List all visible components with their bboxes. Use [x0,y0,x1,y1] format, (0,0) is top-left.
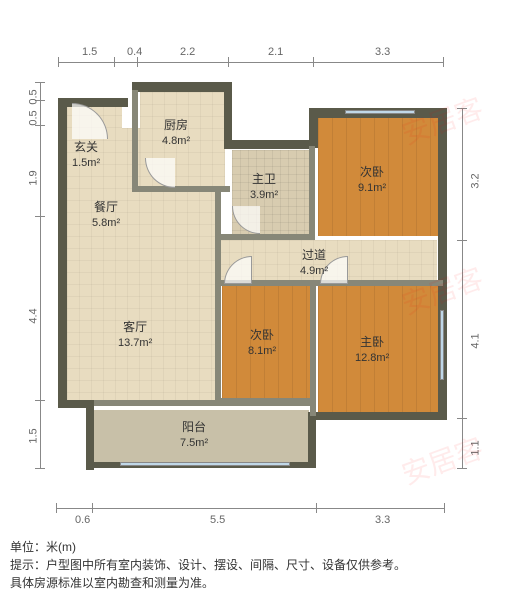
room-name: 阳台 [180,420,208,436]
room-name: 次卧 [248,328,276,344]
label-bed2b: 次卧 8.1m² [248,328,276,358]
wall [58,98,67,408]
label-dining: 餐厅 5.8m² [92,200,120,230]
floorplan-canvas: 1.5 0.4 2.2 2.1 3.3 0.6 5.5 3.3 0.5 0.5 1.9 4.4 1.… [0,0,521,600]
footer: 单位：米(m) 提示：户型图中所有室内装饰、设计、摆设、间隔、尺寸、设备仅供参考… [10,538,406,592]
wall [132,82,232,92]
room-name: 玄关 [72,140,100,156]
wall [310,280,316,416]
dim-tick [35,82,45,83]
dim-value: 3.3 [375,46,390,58]
room-area: 12.8m² [355,351,389,365]
wall [215,234,315,240]
room-area: 8.1m² [248,344,276,358]
room-area: 13.7m² [118,336,152,350]
label-living: 客厅 13.7m² [118,320,152,350]
dim-value: 1.9 [28,170,40,185]
window [120,462,290,466]
dim-value: 1.5 [28,428,40,443]
dim-tick [137,57,138,67]
room-name: 主卫 [250,172,278,188]
disclaimer-2: 具体房源标准以室内勘查和测量为准。 [10,574,406,592]
wall [309,146,315,240]
dim-value: 2.1 [268,46,283,58]
window [440,310,444,380]
wall [224,140,314,149]
dim-tick [35,400,45,401]
label-bath: 主卫 3.9m² [250,172,278,202]
room-area: 4.8m² [162,134,190,148]
dim-tick [443,57,444,67]
wall [58,98,128,107]
wall [310,412,444,420]
dim-tick [228,57,229,67]
dim-value: 0.5 [28,110,40,125]
dim-tick [58,57,59,67]
dim-value: 4.1 [470,333,482,348]
dim-tick [316,503,317,513]
dim-value: 5.5 [210,514,225,526]
dim-line-bottom [56,508,444,509]
dim-line-top [58,62,443,63]
dim-value: 0.4 [127,46,142,58]
room-area: 5.8m² [92,216,120,230]
dim-value: 3.3 [375,514,390,526]
room-area: 9.1m² [358,181,386,195]
label-kitchen: 厨房 4.8m² [162,118,190,148]
label-entry: 玄关 1.5m² [72,140,100,170]
room-name: 厨房 [162,118,190,134]
dim-tick [313,57,314,67]
dim-tick [35,216,45,217]
dim-line-left [40,82,41,468]
dim-tick [114,57,115,67]
dim-tick [457,240,467,241]
dim-value: 1.5 [82,46,97,58]
dim-tick [457,418,467,419]
dim-tick [92,503,93,513]
label-bed2a: 次卧 9.1m² [358,165,386,195]
room-area: 3.9m² [250,188,278,202]
room-name: 客厅 [118,320,152,336]
wall [215,398,315,404]
unit-label: 单位：米(m) [10,538,406,556]
watermark: 安居客 [396,427,489,493]
wall [308,412,316,468]
label-hall: 过道 4.9m² [300,248,328,278]
room-name: 过道 [300,248,328,264]
disclaimer-1: 提示：户型图中所有室内装饰、设计、摆设、间隔、尺寸、设备仅供参考。 [10,556,406,574]
wall [215,280,221,404]
dim-value: 1.1 [470,440,482,455]
wall [132,90,138,188]
window [345,110,415,114]
label-balcony: 阳台 7.5m² [180,420,208,450]
dim-tick [35,468,45,469]
dim-value: 2.2 [180,46,195,58]
room-area: 7.5m² [180,436,208,450]
dim-tick [56,503,57,513]
room-name: 餐厅 [92,200,120,216]
label-bed1: 主卧 12.8m² [355,335,389,365]
room-name: 主卧 [355,335,389,351]
room-area: 1.5m² [72,156,100,170]
dim-tick [444,503,445,513]
dim-value: 3.2 [470,173,482,188]
dim-line-right [462,108,463,468]
dim-tick [457,468,467,469]
dim-value: 4.4 [28,308,40,323]
room-name: 次卧 [358,165,386,181]
dim-tick [457,108,467,109]
wall [224,82,232,144]
room-area: 4.9m² [300,264,328,278]
wall [86,400,94,470]
dim-value: 0.5 [28,89,40,104]
dim-value: 0.6 [75,514,90,526]
